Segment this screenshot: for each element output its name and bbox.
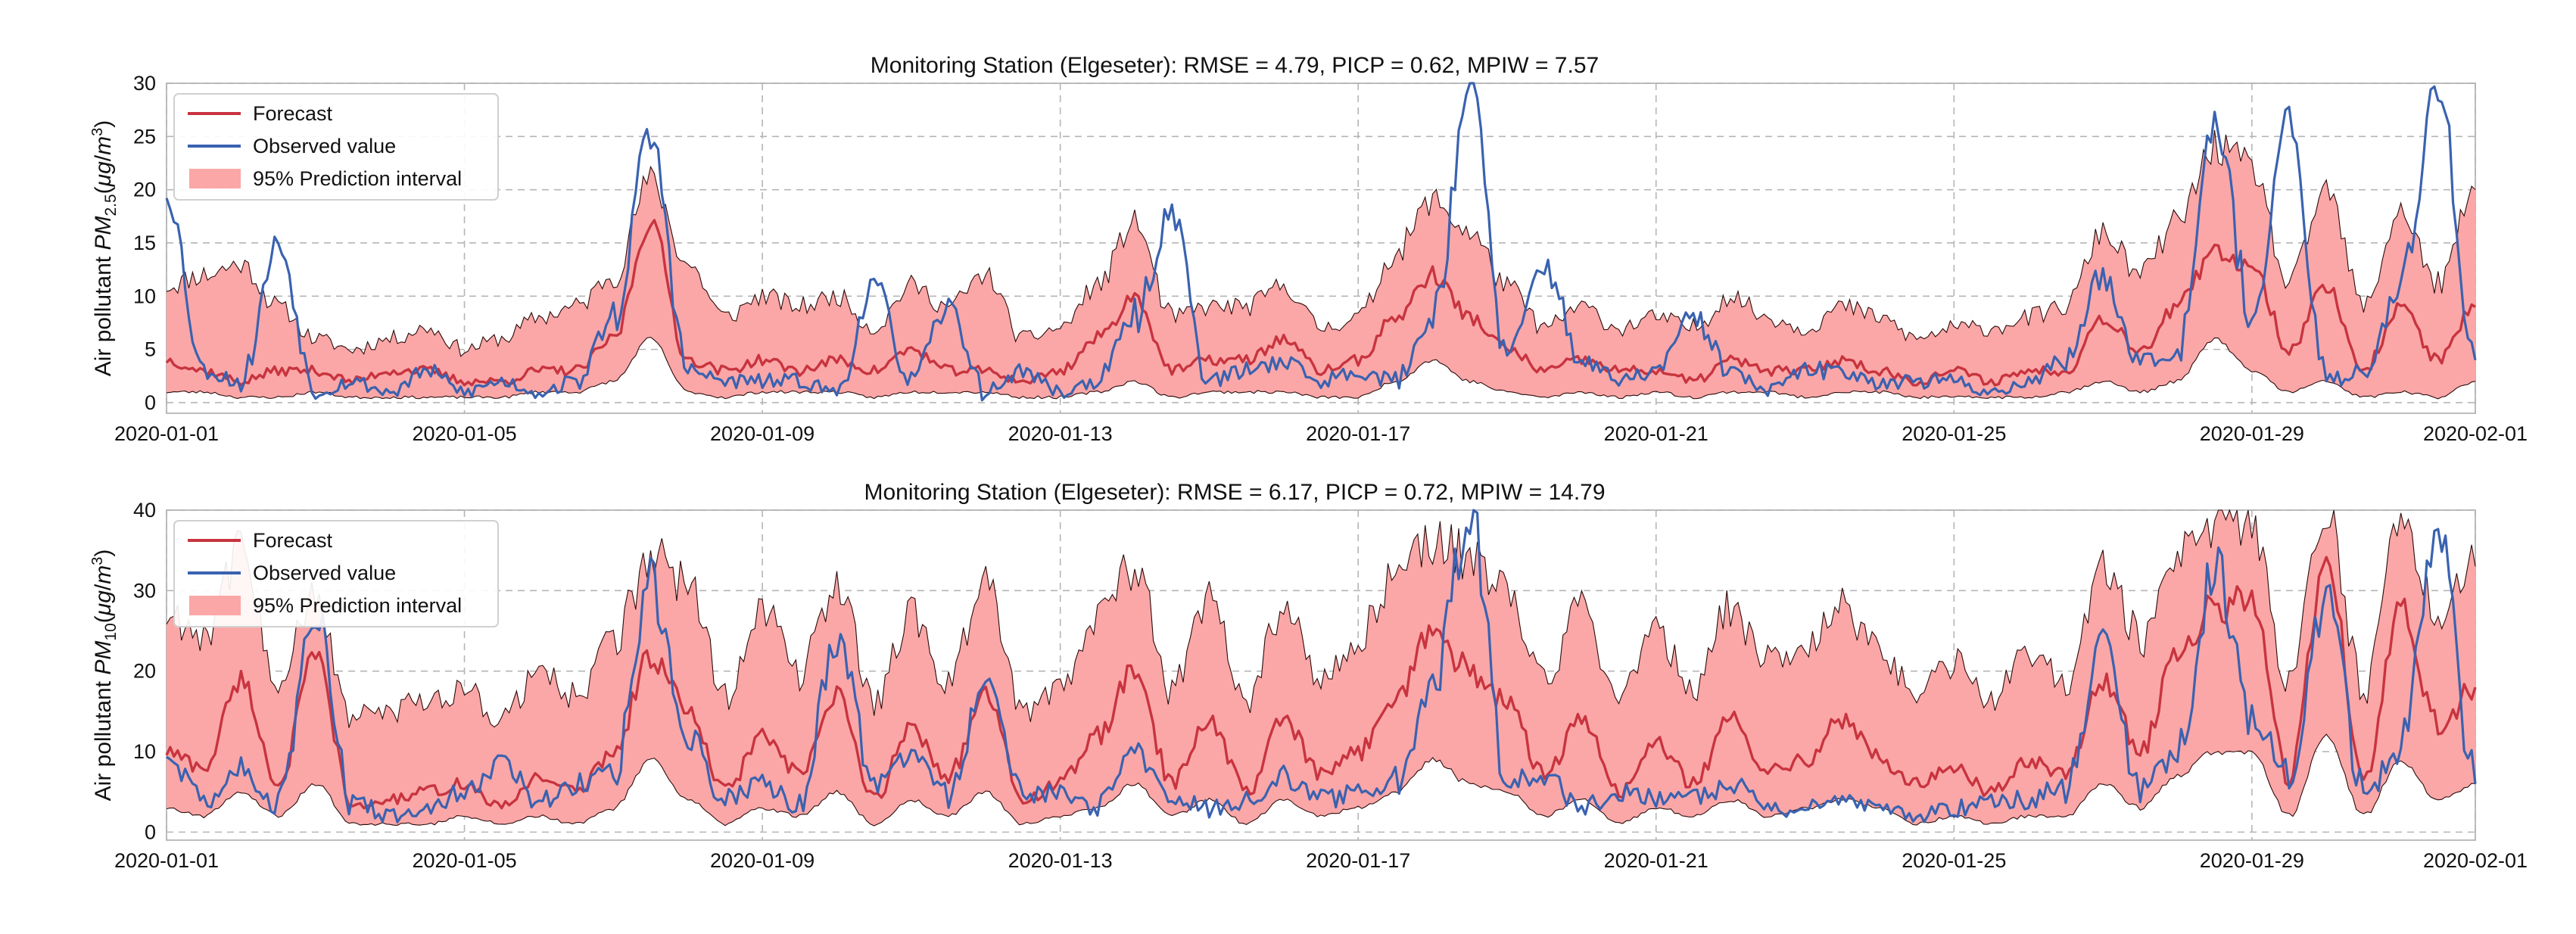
observed-line: [165, 82, 2477, 402]
y-axis-label-unit-mu: μg: [91, 161, 116, 187]
y-axis-label-subscript: 2.5: [102, 194, 120, 216]
y-tick-label: 40: [133, 499, 156, 521]
y-axis-label-symbol: PM: [91, 216, 116, 251]
x-tick-label: 2020-01-21: [1604, 849, 1709, 872]
forecast-line: [165, 219, 2476, 387]
y-tick-label: 0: [145, 820, 156, 843]
y-axis-label-unit-mu: μg: [91, 590, 116, 616]
y-axis-label-paren-open: (: [91, 186, 116, 194]
x-tick-label: 2020-01-13: [1008, 422, 1113, 445]
y-tick-labels: 0 5 10 15 20 25 30: [133, 72, 156, 414]
panel-pm10: Monitoring Station (Elgeseter): RMSE = 6…: [89, 480, 2528, 872]
y-tick-label: 5: [145, 338, 156, 361]
y-axis-label-unit-m: m: [91, 136, 116, 155]
prediction-interval-lower-edge: [166, 733, 2476, 827]
x-tick-label: 2020-01-29: [2200, 849, 2304, 872]
prediction-interval-band: [166, 129, 2476, 400]
legend-label-forecast: Forecast: [253, 102, 333, 125]
y-axis-label-unit-slash: /: [91, 154, 116, 161]
legend-swatch-interval: [189, 596, 241, 615]
x-tick-label: 2020-01-13: [1008, 849, 1113, 872]
y-tick-label: 20: [133, 179, 156, 201]
observed-line: [166, 509, 2477, 823]
prediction-interval-band: [166, 509, 2476, 827]
x-tick-label: 2020-01-25: [1902, 422, 2006, 445]
x-tick-label: 2020-01-05: [412, 422, 516, 445]
y-tick-label: 10: [133, 740, 156, 763]
forecast-line: [165, 556, 2477, 810]
y-axis-label-text: Air pollutant: [91, 675, 116, 802]
legend-box: [173, 93, 499, 201]
legend-label-interval: 95% Prediction interval: [253, 167, 462, 190]
x-tick-label: 2020-01-17: [1306, 422, 1410, 445]
legend: Forecast Observed value 95% Prediction i…: [173, 520, 499, 627]
y-tick-label: 20: [133, 660, 156, 683]
x-tick-label: 2020-01-17: [1306, 849, 1410, 872]
prediction-interval-area: [167, 510, 2475, 826]
y-tick-label: 15: [133, 232, 156, 254]
legend-swatch-interval: [189, 169, 241, 188]
x-tick-label: 2020-01-09: [710, 422, 815, 445]
x-tick-label: 2020-01-29: [2200, 422, 2304, 445]
y-axis-label-paren-close: ): [91, 120, 116, 128]
y-axis-label-symbol: PM: [91, 641, 116, 675]
prediction-interval-upper-edge: [166, 129, 2476, 357]
legend-label-forecast: Forecast: [253, 529, 333, 552]
y-tick-label: 25: [133, 125, 156, 148]
x-tick-labels: 2020-01-01 2020-01-05 2020-01-09 2020-01-13…: [114, 422, 2528, 445]
legend-label-observed: Observed value: [253, 562, 396, 584]
y-axis-label-unit-slash: /: [91, 584, 116, 590]
prediction-interval-lower-edge: [166, 337, 2476, 400]
y-tick-label: 30: [133, 72, 156, 95]
legend: Forecast Observed value 95% Prediction i…: [173, 93, 499, 201]
panel-pm25: Monitoring Station (Elgeseter): RMSE = 4…: [89, 53, 2528, 445]
x-tick-label: 2020-02-01: [2423, 849, 2528, 872]
y-tick-label: 10: [133, 285, 156, 307]
x-tick-label: 2020-01-09: [710, 849, 815, 872]
y-tick-labels: 0 10 20 30 40: [133, 499, 156, 843]
series-lines: [165, 82, 2477, 402]
x-tick-label: 2020-01-05: [412, 849, 516, 872]
x-tick-label: 2020-01-01: [114, 422, 219, 445]
prediction-interval-area: [167, 129, 2475, 399]
prediction-interval-upper-edge: [166, 509, 2476, 728]
series-lines: [165, 509, 2477, 823]
y-axis-label-paren-open: (: [91, 615, 116, 623]
y-tick-label: 30: [133, 579, 156, 602]
x-tick-label: 2020-01-01: [114, 849, 219, 872]
panel-title: Monitoring Station (Elgeseter): RMSE = 6…: [864, 480, 1605, 505]
y-axis-label-subscript: 10: [102, 623, 120, 640]
x-tick-labels: 2020-01-01 2020-01-05 2020-01-09 2020-01-13…: [114, 849, 2528, 872]
legend-box: [173, 520, 499, 627]
y-axis-label-paren-close: ): [91, 550, 116, 557]
x-tick-label: 2020-01-25: [1902, 849, 2006, 872]
x-tick-label: 2020-01-21: [1604, 422, 1709, 445]
y-axis-label-unit-exp: 3: [89, 128, 106, 136]
y-axis-label-text: Air pollutant: [91, 251, 116, 377]
y-axis-label-unit-m: m: [91, 565, 116, 584]
legend-label-interval: 95% Prediction interval: [253, 594, 462, 617]
y-axis-label: Air pollutant PM10(μg/m3): [89, 550, 120, 802]
y-axis-label: Air pollutant PM2.5(μg/m3): [89, 120, 120, 377]
panel-title: Monitoring Station (Elgeseter): RMSE = 4…: [871, 53, 1599, 78]
x-tick-label: 2020-02-01: [2423, 422, 2528, 445]
legend-label-observed: Observed value: [253, 135, 396, 157]
y-axis-label-unit-exp: 3: [89, 557, 106, 565]
y-tick-label: 0: [145, 391, 156, 414]
